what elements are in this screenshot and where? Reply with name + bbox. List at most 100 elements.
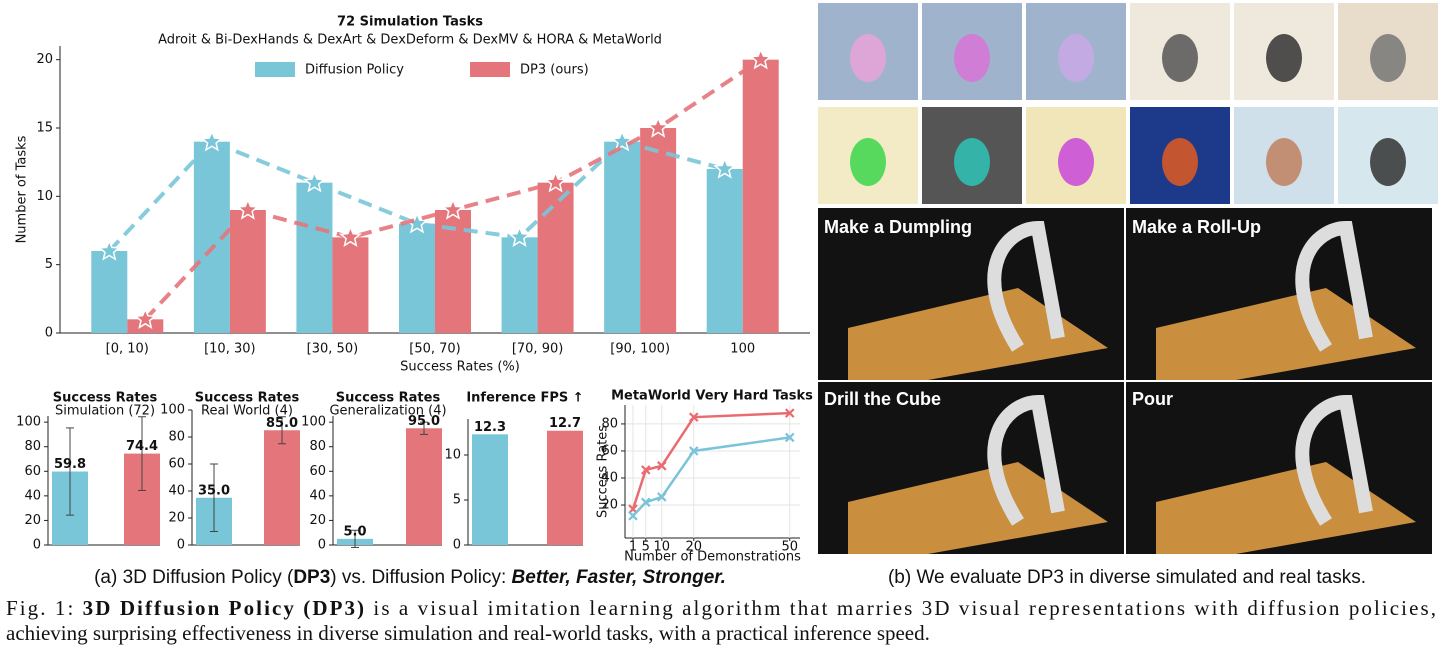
chart-subtitle: Real World (4) xyxy=(201,404,293,419)
x-tick-label: 20 xyxy=(686,540,703,555)
sim-object xyxy=(850,34,886,82)
caption-bold: 3D Diffusion Policy (DP3) xyxy=(83,596,364,620)
sim-object xyxy=(1058,34,1094,82)
x-tick-label: 100 xyxy=(730,342,755,357)
y-axis-label: Success Rates xyxy=(596,425,611,518)
y-tick-label: 40 xyxy=(309,488,326,503)
y-tick-label: 80 xyxy=(24,439,41,454)
series-line xyxy=(632,436,790,517)
bar xyxy=(604,141,641,333)
x-marker xyxy=(641,465,651,475)
y-tick-label: 10 xyxy=(36,189,53,204)
value-label: 59.8 xyxy=(54,457,86,472)
y-tick-label: 20 xyxy=(36,52,53,67)
legend-label: DP3 (ours) xyxy=(520,63,589,78)
y-tick-label: 20 xyxy=(24,513,41,528)
y-tick-label: 60 xyxy=(24,464,41,479)
bar xyxy=(742,59,779,334)
x-tick-label: [10, 30) xyxy=(204,342,256,357)
y-tick-label: 80 xyxy=(309,439,326,454)
task-label: Make a Dumpling xyxy=(824,217,972,237)
caption-text: is a visual imitation learning algorithm… xyxy=(373,596,1436,620)
y-tick-label: 0 xyxy=(177,538,185,553)
star-marker xyxy=(749,47,773,70)
star-marker xyxy=(97,239,121,261)
figure-caption: achieving surprising effectiveness in di… xyxy=(6,621,930,645)
photo-table xyxy=(1156,288,1416,380)
y-tick-label: 60 xyxy=(601,443,618,458)
task-label: Drill the Cube xyxy=(824,389,941,409)
caption-part: ) vs. Diffusion Policy: xyxy=(330,567,511,588)
figure-caption: Fig. 1: 3D Diffusion Policy (DP3) is a v… xyxy=(6,596,1436,620)
star-marker xyxy=(339,225,362,247)
star-marker xyxy=(441,198,465,220)
task-label: Pour xyxy=(1132,389,1173,409)
x-marker xyxy=(657,461,667,471)
x-tick-label: 10 xyxy=(654,540,671,555)
chart-subtitle: Adroit & Bi-DexHands & DexArt & DexDefor… xyxy=(158,33,662,48)
star-marker xyxy=(236,198,260,220)
value-label: 35.0 xyxy=(198,483,230,498)
bar xyxy=(296,182,333,333)
y-tick-label: 40 xyxy=(24,488,41,503)
bar xyxy=(537,182,574,333)
y-tick-label: 20 xyxy=(168,511,185,526)
x-tick-label: [50, 70) xyxy=(409,342,461,357)
sim-object xyxy=(954,34,990,82)
x-marker xyxy=(657,492,667,502)
series-line xyxy=(631,411,790,510)
y-tick-label: 0 xyxy=(33,538,41,553)
bar xyxy=(127,319,164,333)
x-marker xyxy=(689,412,699,422)
legend-swatch xyxy=(470,62,510,77)
value-label: 12.7 xyxy=(549,416,581,431)
bar xyxy=(229,210,266,333)
caption-part: (a) 3D Diffusion Policy ( xyxy=(94,567,294,588)
bar xyxy=(406,428,442,545)
star-marker xyxy=(544,170,567,193)
y-tick-label: 80 xyxy=(601,416,618,431)
caption-b: (b) We evaluate DP3 in diverse simulated… xyxy=(888,567,1366,588)
x-tick-label: 5 xyxy=(642,540,650,555)
chart-subtitle: Generalization (4) xyxy=(329,404,446,419)
photo-table xyxy=(848,462,1108,554)
x-axis-label: Success Rates (%) xyxy=(400,360,520,375)
x-marker xyxy=(628,511,638,521)
x-marker xyxy=(641,497,651,508)
x-marker xyxy=(784,432,795,443)
star-marker xyxy=(646,116,670,138)
y-tick-label: 20 xyxy=(309,513,326,528)
caption-a: (a) 3D Diffusion Policy (DP3) vs. Diffus… xyxy=(94,567,726,588)
x-tick-label: [90, 100) xyxy=(610,342,670,357)
star-marker xyxy=(713,157,737,179)
star-marker xyxy=(303,170,326,193)
chart-subtitle: Simulation (72) xyxy=(55,404,155,419)
star-marker xyxy=(610,129,634,152)
caption-part: DP3 xyxy=(293,567,330,588)
y-tick-label: 0 xyxy=(318,538,326,553)
sim-object xyxy=(1058,138,1094,186)
y-tick-label: 100 xyxy=(160,403,185,418)
bar xyxy=(472,434,508,545)
x-marker xyxy=(689,446,699,456)
y-tick-label: 40 xyxy=(168,484,185,499)
bar xyxy=(332,237,369,333)
x-tick-label: [0, 10) xyxy=(106,342,149,357)
photo-robot xyxy=(987,220,1065,352)
sim-object xyxy=(1266,34,1302,82)
value-label: 74.4 xyxy=(126,439,158,454)
star-marker xyxy=(133,307,157,329)
bar xyxy=(640,128,677,333)
chart-title: Success Rates xyxy=(195,391,300,406)
caption-part: Better, Faster, Stronger. xyxy=(512,567,726,588)
photo-robot xyxy=(1295,220,1373,352)
photo-table xyxy=(1156,462,1416,554)
star-marker xyxy=(508,225,531,247)
photo-robot xyxy=(987,394,1065,526)
bar xyxy=(264,430,300,545)
value-label: 95.0 xyxy=(408,414,440,429)
sim-object xyxy=(850,138,886,186)
y-tick-label: 20 xyxy=(601,498,618,513)
x-tick-label: 50 xyxy=(781,540,798,555)
